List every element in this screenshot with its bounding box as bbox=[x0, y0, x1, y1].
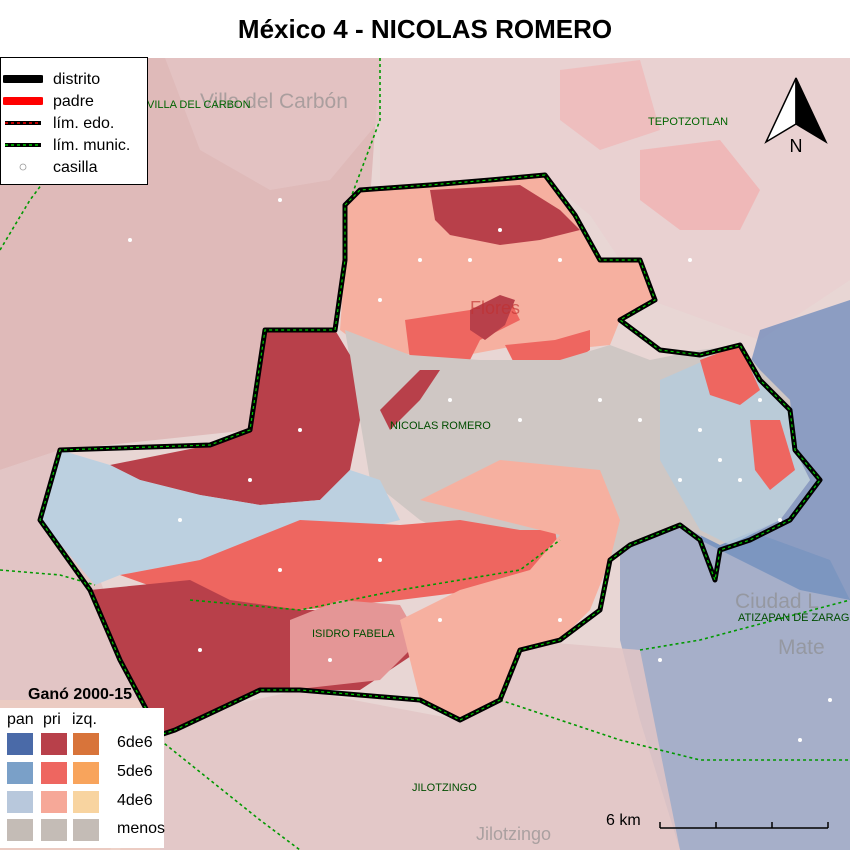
tepotzotlan-block-1 bbox=[640, 140, 760, 230]
lim-munic-line-icon bbox=[5, 143, 41, 147]
legend-label-casilla: casilla bbox=[53, 159, 98, 176]
lim-edo-line-icon bbox=[5, 121, 41, 125]
legend-lines: distrito padre lím. edo. lím. munic. cas… bbox=[0, 57, 148, 185]
swatch-izq-menos bbox=[73, 819, 99, 841]
north-arrow-icon: N bbox=[764, 77, 828, 156]
legend-label-lim-munic: lím. munic. bbox=[53, 137, 131, 154]
legend-col-pan: pan bbox=[7, 711, 34, 728]
legend-row-distrito: distrito bbox=[1, 68, 149, 90]
label-nicolas-romero: NICOLAS ROMERO bbox=[390, 420, 491, 432]
legend-row-lim-munic: lím. munic. bbox=[1, 134, 149, 156]
legend-row-padre: padre bbox=[1, 90, 149, 112]
swatch-pri-menos bbox=[41, 819, 67, 841]
legend-row-4de6: 4de6 bbox=[117, 792, 153, 809]
casilla-points bbox=[128, 198, 832, 742]
strip-pri-6de6 bbox=[380, 370, 440, 430]
swatch-izq-5de6 bbox=[73, 762, 99, 784]
legend-row-casilla: casilla bbox=[1, 156, 149, 178]
jilotzingo-area bbox=[120, 640, 680, 850]
basemap-jilotzingo-text: Jilotzingo bbox=[476, 824, 552, 844]
legend-label-lim-edo: lím. edo. bbox=[53, 115, 115, 132]
legend-won: pan pri izq. 6de6 5de6 4de6 menos bbox=[0, 708, 166, 848]
atizapan-south bbox=[620, 520, 850, 850]
padre-line-icon bbox=[3, 97, 43, 105]
southeast-pri-4de6 bbox=[400, 460, 620, 720]
legend-label-padre: padre bbox=[53, 93, 94, 110]
villa-town-area bbox=[165, 58, 380, 190]
legend-col-izq: izq. bbox=[72, 711, 97, 728]
swatch-pri-4de6 bbox=[41, 791, 67, 813]
swatch-pri-5de6 bbox=[41, 762, 67, 784]
legend-row-menos: menos bbox=[117, 820, 166, 837]
swatch-pan-menos bbox=[7, 819, 33, 841]
basemap-flores-text: Flores bbox=[470, 298, 521, 318]
north-pri-6de6 bbox=[430, 185, 580, 245]
label-villa-del-carbon: VILLA DEL CARBON bbox=[147, 99, 251, 111]
label-tepotzotlan: TEPOTZOTLAN bbox=[648, 116, 729, 128]
east-pri-5de6-b bbox=[700, 345, 760, 405]
tepotzotlan-block-2 bbox=[560, 60, 660, 150]
west-pri-6de6 bbox=[110, 330, 360, 505]
label-isidro-fabela: ISIDRO FABELA bbox=[312, 628, 395, 640]
swatch-pan-6de6 bbox=[7, 733, 33, 755]
west-pan-4de6 bbox=[40, 450, 400, 585]
legend-row-lim-edo: lím. edo. bbox=[1, 112, 149, 134]
map-title: México 4 - NICOLAS ROMERO bbox=[237, 14, 613, 44]
legend-col-pri: pri bbox=[43, 711, 61, 728]
swatch-izq-4de6 bbox=[73, 791, 99, 813]
legend-row-5de6: 5de6 bbox=[117, 763, 153, 780]
district-boundary-inner bbox=[39, 174, 821, 736]
basemap-mate-text: Mate bbox=[778, 636, 825, 659]
legend-won-title: Ganó 2000-15 bbox=[28, 686, 133, 703]
central-pri-6de6 bbox=[470, 295, 515, 340]
swatch-pan-4de6 bbox=[7, 791, 33, 813]
basemap-villa-text: Villa del Carbón bbox=[200, 90, 348, 113]
tepotzotlan-area bbox=[380, 58, 850, 340]
label-atizapan: ATIZAPAN DE ZARAGOZA bbox=[738, 612, 850, 624]
label-jilotzingo: JILOTZINGO bbox=[412, 782, 477, 794]
swatch-pri-6de6 bbox=[41, 733, 67, 755]
legend-label-distrito: distrito bbox=[53, 71, 101, 88]
swatch-pan-5de6 bbox=[7, 762, 33, 784]
south-pri-5de6 bbox=[120, 520, 560, 610]
isidro-center bbox=[290, 600, 420, 690]
north-label: N bbox=[790, 136, 803, 156]
distrito-line-icon bbox=[3, 75, 43, 83]
map-canvas[interactable] bbox=[0, 58, 850, 850]
legend-row-6de6: 6de6 bbox=[117, 734, 153, 751]
basemap-ciudad-text: Ciudad L bbox=[735, 590, 820, 613]
east-pri-5de6 bbox=[750, 420, 795, 490]
swatch-izq-6de6 bbox=[73, 733, 99, 755]
casilla-dot-icon bbox=[19, 163, 27, 171]
scale-label: 6 km bbox=[606, 812, 641, 829]
scale-bar bbox=[659, 822, 829, 829]
